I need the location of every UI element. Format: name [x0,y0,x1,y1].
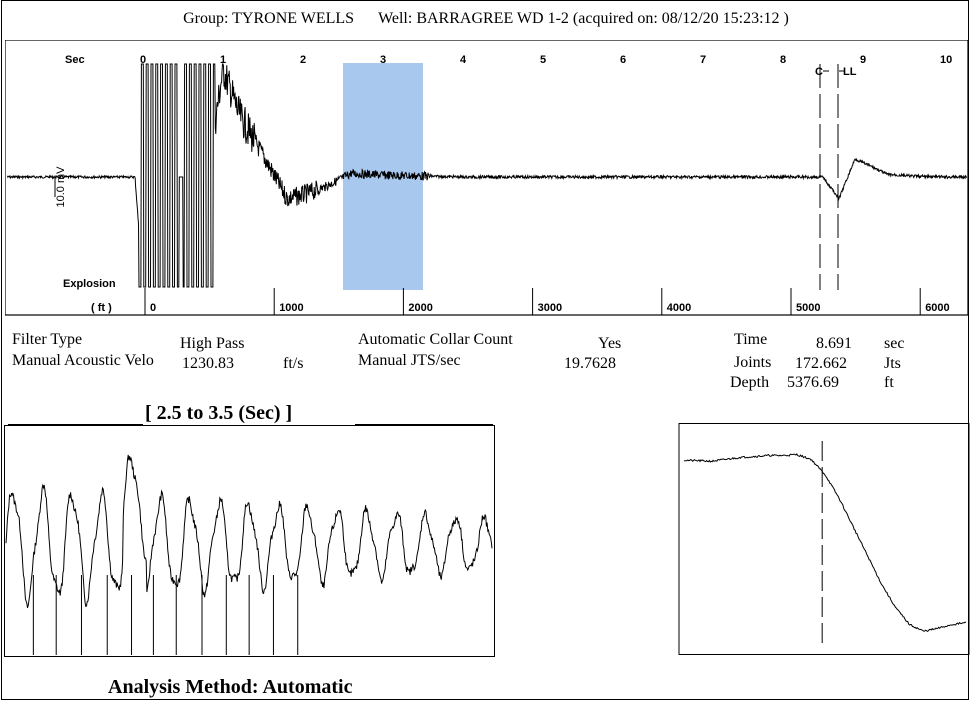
zoom-window-chart [4,425,495,657]
filter-type-value: High Pass [180,335,245,352]
sec-tick-label: 0 [140,54,146,66]
zoom-title-rule-left [8,424,143,425]
sec-tick-label: 6 [620,54,626,66]
sec-tick-label: 1 [220,54,226,66]
depth-unit: ft [884,374,894,391]
ft-tick-label: 1000 [279,302,303,314]
zoom-title: [ 2.5 to 3.5 (Sec) ] [145,402,293,424]
depth-value: 5376.69 [787,374,839,391]
sec-tick-label: 9 [860,54,866,66]
auto-collar-label: Automatic Collar Count [358,331,513,348]
manual-acoustic-value: 1230.83 [182,355,234,372]
liquid-level-chart [678,423,970,655]
zoom-trace [5,454,493,609]
explosion-label: Explosion [63,278,116,290]
zoom-title-rule-right [355,424,493,425]
sec-tick-label: 3 [380,54,386,66]
marker-ll-label: LL [843,66,857,78]
ft-tick-label: 3000 [538,302,562,314]
ft-axis-label: ( ft ) [91,302,112,314]
sec-tick-label: 8 [780,54,786,66]
sec-tick-label: 10 [940,54,952,66]
time-label: Time [734,331,768,348]
scale-label: 10.0 mV [55,166,67,208]
analysis-rule-right [452,699,588,700]
marker-c-label: C [815,66,823,78]
acoustic-trace [6,63,967,288]
ft-tick-label: 5000 [796,302,820,314]
filter-type-label: Filter Type [12,331,83,348]
report-header: Group: TYRONE WELLS Well: BARRAGREE WD 1… [0,10,972,28]
depth-label: Depth [730,374,770,391]
ft-tick-label: 2000 [408,302,432,314]
auto-collar-value: Yes [598,335,622,352]
sec-axis-label: Sec [65,54,85,66]
ft-tick-label: 6000 [925,302,949,314]
sec-tick-label: 2 [300,54,306,66]
sec-tick-label: 5 [540,54,546,66]
well-label: Well: BARRAGREE WD 1-2 (acquired on: 08/… [378,10,789,27]
ft-tick-label: 0 [150,302,156,314]
group-label: Group: TYRONE WELLS [183,10,355,27]
liquid-level-trace [683,453,967,633]
ft-tick-label: 4000 [667,302,691,314]
manual-acoustic-unit: ft/s [283,355,304,372]
manual-jts-label: Manual JTS/sec [358,352,461,369]
analysis-method: Analysis Method: Automatic [108,676,353,698]
joints-label: Joints [734,354,772,371]
joints-unit: Jts [884,355,901,372]
time-unit: sec [884,335,905,352]
sec-tick-label: 7 [700,54,706,66]
sec-tick-label: 4 [460,54,467,66]
analysis-rule-left [5,699,105,700]
main-trace-chart: Sec 0 1 2 3 4 5 6 7 8 9 10 0 1000 2000 3000 4000 5000 60… [5,40,969,316]
joints-value: 172.662 [795,355,847,372]
manual-jts-value: 19.7628 [564,355,616,372]
time-value: 8.691 [816,335,852,352]
manual-acoustic-label: Manual Acoustic Velo [12,352,154,369]
